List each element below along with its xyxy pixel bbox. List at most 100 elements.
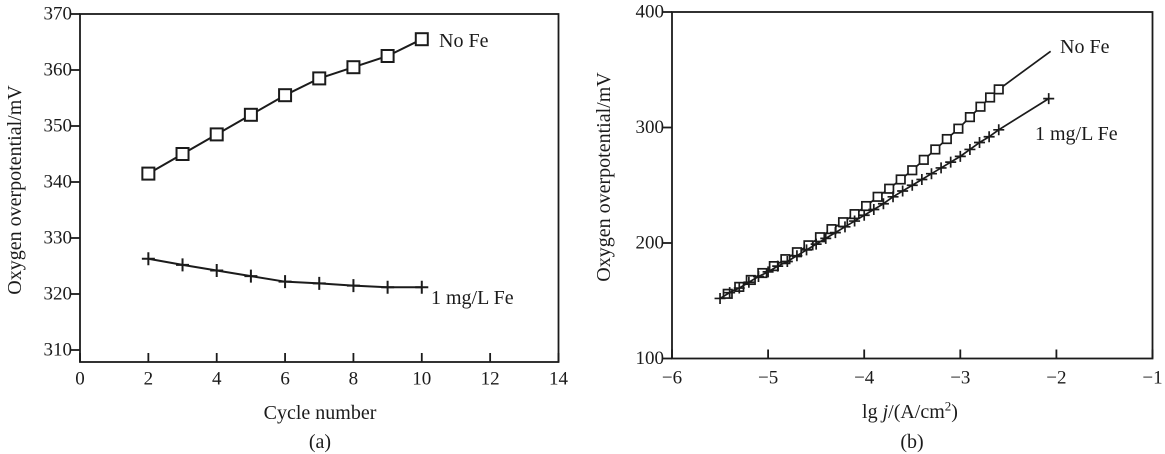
panel-b-series-label-fe: 1 mg/L Fe [1035, 123, 1118, 145]
plus-marker [1043, 93, 1055, 105]
plus-marker [346, 279, 360, 293]
svg-text:−5: −5 [758, 367, 778, 388]
square-marker [861, 200, 872, 212]
svg-text:330: 330 [44, 227, 73, 248]
svg-text:4: 4 [212, 368, 222, 389]
plus-marker [820, 232, 832, 244]
plus-marker [810, 238, 822, 250]
svg-text:−4: −4 [854, 367, 875, 388]
plus-marker [244, 269, 258, 283]
panel-b: −6 −5 −4 −3 −2 −1 100 200 300 400 [636, 1, 1163, 388]
square-marker [837, 217, 849, 228]
svg-text:−3: −3 [950, 367, 970, 388]
svg-text:6: 6 [280, 368, 290, 389]
plus-marker [762, 266, 774, 278]
xlabel-lg: lg [862, 401, 883, 423]
svg-text:310: 310 [44, 339, 73, 360]
xlabel-current-symbol: j [882, 401, 889, 423]
svg-text:400: 400 [636, 1, 665, 22]
plus-marker [714, 292, 726, 304]
square-marker [243, 107, 258, 122]
square-marker [964, 112, 976, 123]
square-marker [975, 101, 986, 112]
square-marker [745, 274, 756, 286]
square-marker [941, 133, 952, 145]
svg-text:350: 350 [44, 115, 73, 136]
square-marker [312, 71, 327, 86]
svg-text:8: 8 [349, 368, 359, 389]
panel-a: 0 2 4 6 8 10 12 14 310 320 330 340 350 360 370 [44, 3, 569, 389]
plus-marker [877, 198, 889, 210]
square-marker [953, 123, 964, 134]
plus-marker [964, 143, 976, 155]
svg-text:14: 14 [549, 368, 569, 389]
xlabel-unit-open: /(A/cm [888, 401, 945, 423]
plus-marker [743, 276, 755, 288]
square-marker [175, 147, 190, 161]
square-marker [895, 174, 906, 185]
plus-marker [724, 287, 736, 299]
panel-b-tick-labels: −6 −5 −4 −3 −2 −1 100 200 300 400 [636, 1, 1163, 388]
panel-b-series-label-no-fe: No Fe [1060, 36, 1110, 58]
svg-text:200: 200 [636, 232, 665, 253]
square-marker [278, 88, 293, 103]
plus-marker [210, 263, 224, 277]
panel-a-y-axis-label: Oxygen overpotential/mV [4, 85, 26, 295]
square-marker [346, 60, 361, 75]
svg-text:0: 0 [75, 368, 85, 389]
panel-a-axes [71, 13, 560, 363]
plus-marker [772, 260, 784, 272]
plus-marker [868, 204, 880, 216]
panel-b-x-axis-label: lg j/(A/cm2) [862, 399, 958, 423]
fit-line-extension [998, 50, 1052, 91]
svg-text:360: 360 [44, 59, 73, 80]
square-marker [872, 191, 883, 202]
panel-a-caption: (a) [308, 431, 332, 453]
plus-marker [925, 168, 937, 180]
square-marker [984, 92, 996, 103]
plus-marker [945, 156, 957, 168]
svg-text:300: 300 [636, 117, 665, 138]
plus-marker [829, 227, 841, 239]
panel-b-series-fe [714, 93, 1055, 304]
square-marker [209, 127, 224, 142]
plus-marker [415, 280, 429, 294]
panel-a-series-label-fe: 1 mg/L Fe [431, 287, 514, 309]
xlabel-exponent: 2 [944, 398, 952, 414]
panel-a-series-label-no-fe: No Fe [439, 30, 489, 52]
square-marker [918, 154, 929, 165]
plus-marker [954, 150, 966, 162]
plus-marker [733, 282, 745, 294]
panel-b-caption: (b) [900, 431, 924, 453]
plus-marker [974, 137, 986, 149]
plus-marker [897, 185, 909, 197]
square-marker [884, 183, 895, 194]
plus-marker [752, 270, 764, 282]
svg-text:12: 12 [481, 368, 500, 389]
svg-text:−6: −6 [662, 367, 682, 388]
square-marker [993, 84, 1004, 95]
plus-marker [312, 276, 326, 290]
square-marker [380, 49, 395, 63]
plus-marker [916, 173, 928, 185]
plus-marker [839, 221, 851, 233]
plus-marker [993, 124, 1005, 136]
plus-marker [781, 255, 793, 267]
plus-marker [887, 191, 899, 203]
panel-a-x-axis-label: Cycle number [263, 402, 377, 424]
svg-text:10: 10 [412, 368, 431, 389]
svg-text:100: 100 [636, 348, 665, 369]
panel-b-axes [663, 11, 1154, 360]
panel-a-tick-labels: 0 2 4 6 8 10 12 14 310 320 330 340 350 360 370 [44, 3, 569, 389]
panel-a-series-fe [141, 252, 429, 294]
plus-marker [278, 275, 292, 289]
plus-marker [801, 244, 813, 256]
svg-text:2: 2 [144, 368, 154, 389]
plus-marker [849, 215, 861, 227]
panel-a-series-no-fe [141, 32, 429, 181]
plus-marker [858, 209, 870, 221]
panel-b-series-no-fe [722, 50, 1052, 299]
svg-text:320: 320 [44, 283, 73, 304]
plus-marker [381, 280, 395, 294]
